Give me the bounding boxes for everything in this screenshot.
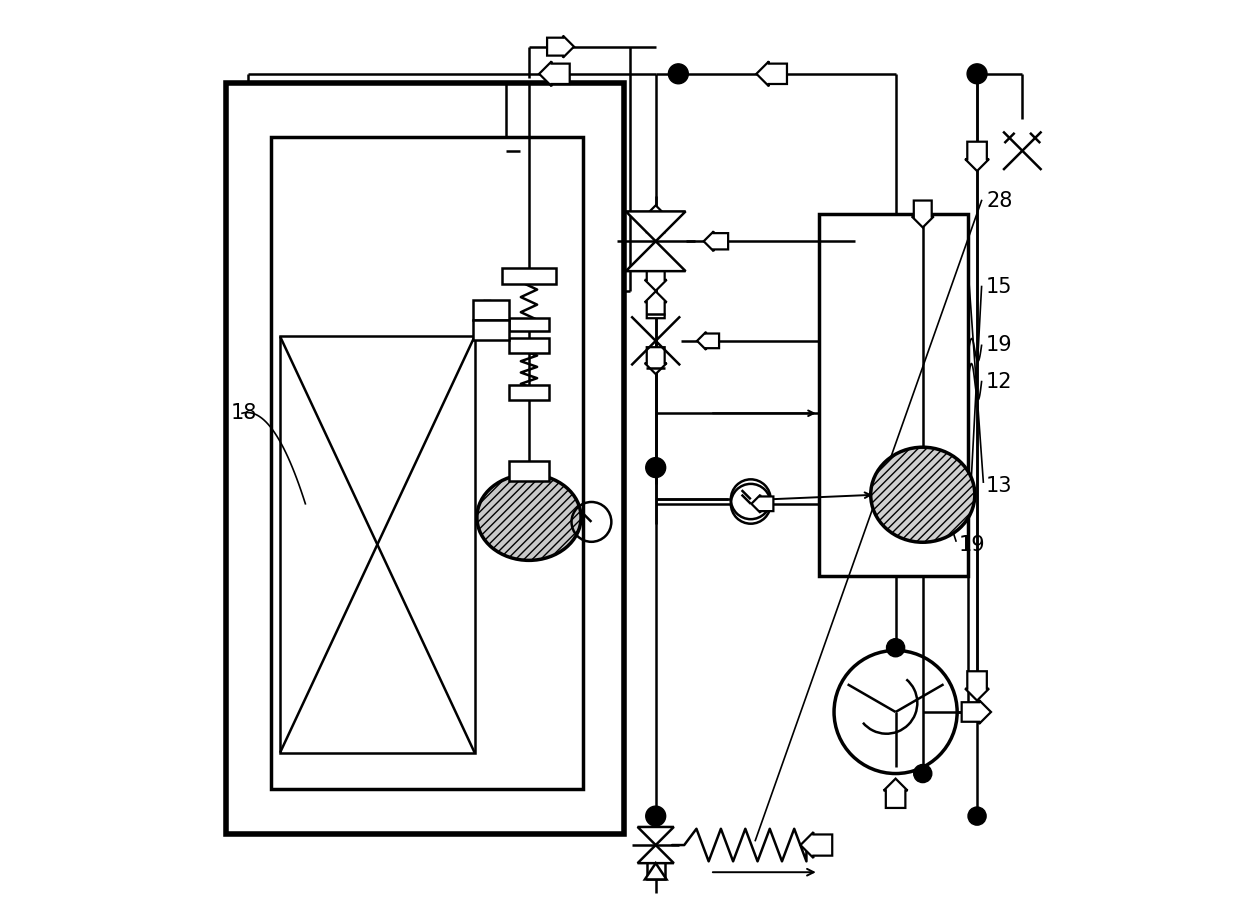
- Bar: [509, 461, 549, 481]
- Polygon shape: [912, 201, 934, 227]
- Polygon shape: [751, 495, 773, 513]
- Polygon shape: [698, 332, 719, 350]
- Bar: [509, 338, 549, 352]
- Circle shape: [968, 807, 986, 825]
- Polygon shape: [644, 291, 667, 318]
- Circle shape: [646, 458, 665, 478]
- Polygon shape: [638, 845, 674, 864]
- Bar: [509, 318, 549, 331]
- Ellipse shape: [477, 474, 581, 560]
- Polygon shape: [883, 779, 907, 808]
- Ellipse shape: [871, 448, 975, 542]
- Polygon shape: [965, 671, 989, 701]
- Polygon shape: [644, 205, 667, 232]
- Text: 15: 15: [986, 277, 1012, 297]
- Circle shape: [913, 765, 932, 783]
- Text: 12: 12: [986, 371, 1012, 391]
- Polygon shape: [539, 62, 570, 86]
- Circle shape: [887, 638, 904, 656]
- Circle shape: [668, 64, 689, 84]
- Bar: [647, 860, 665, 880]
- Polygon shape: [800, 832, 833, 858]
- Bar: [271, 137, 584, 789]
- Bar: [509, 385, 549, 400]
- Polygon shape: [644, 864, 667, 880]
- Text: 19: 19: [959, 535, 985, 555]
- Polygon shape: [626, 212, 685, 242]
- Polygon shape: [704, 232, 729, 252]
- Bar: [473, 301, 509, 320]
- Bar: [819, 214, 968, 577]
- Bar: [502, 268, 556, 284]
- Polygon shape: [638, 827, 674, 845]
- Polygon shape: [548, 35, 574, 57]
- Bar: [280, 336, 475, 753]
- Circle shape: [968, 64, 987, 84]
- Polygon shape: [644, 264, 667, 291]
- Polygon shape: [626, 242, 685, 271]
- Circle shape: [646, 806, 665, 826]
- Bar: [225, 83, 624, 834]
- Text: 28: 28: [986, 191, 1012, 211]
- Polygon shape: [644, 347, 667, 374]
- Text: 19: 19: [986, 335, 1012, 355]
- Text: 18: 18: [230, 403, 256, 423]
- Bar: [473, 320, 509, 340]
- Polygon shape: [961, 700, 991, 724]
- Polygon shape: [965, 142, 989, 171]
- Text: 13: 13: [986, 476, 1012, 496]
- Polygon shape: [757, 62, 787, 86]
